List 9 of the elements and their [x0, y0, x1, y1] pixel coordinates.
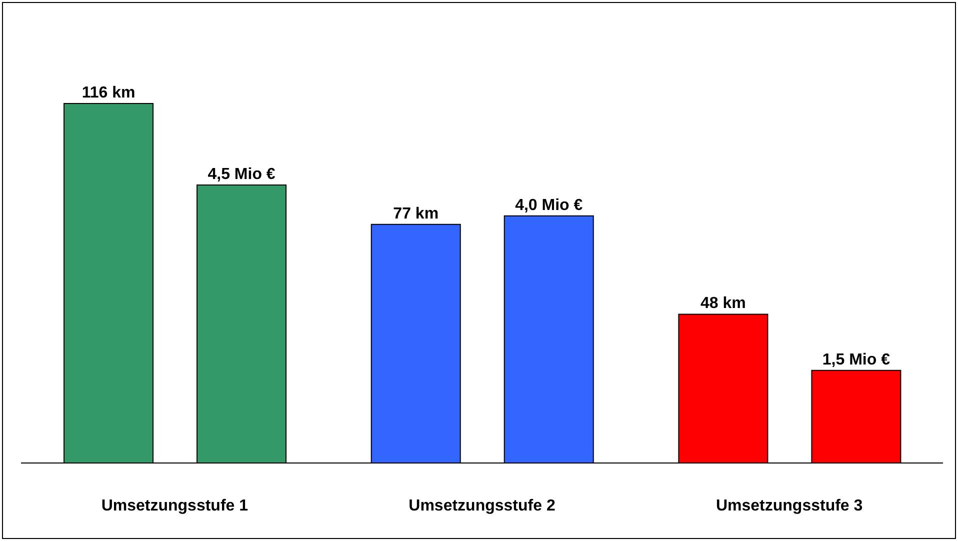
x-tick-label: Umsetzungsstufe 2	[408, 497, 556, 514]
x-tick-label: Umsetzungsstufe 3	[716, 497, 863, 514]
data-label: 4,5 Mio €	[208, 166, 276, 183]
data-label: 116 km	[82, 84, 136, 102]
data-label: 77 km	[393, 205, 439, 222]
data-label: 48 km	[700, 295, 746, 312]
data-label: 1,5 Mio €	[822, 351, 890, 368]
data-label: 4,0 Mio €	[515, 196, 583, 214]
x-tick-label: Umsetzungsstufe 1	[101, 497, 248, 514]
